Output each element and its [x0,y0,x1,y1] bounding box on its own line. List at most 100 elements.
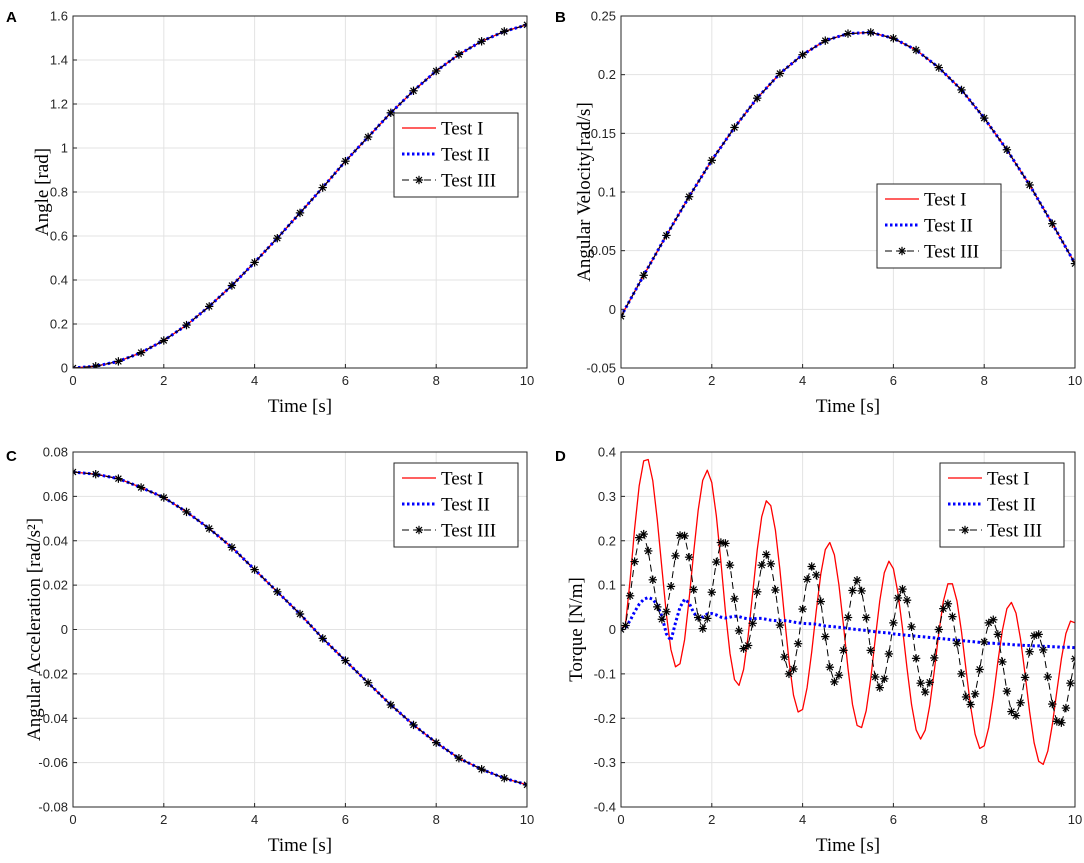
legend-marker [897,246,907,256]
star-stroke-d2 [478,37,485,45]
data-point [925,678,934,687]
star-stroke-d2 [387,701,395,709]
data-point [816,597,825,606]
star-stroke-d2 [840,646,847,654]
data-point [250,258,259,267]
chart-panel-c: 0 2 4 6 8 10 -0.08 -0.06 -0.04 -0.02 0 0.02 0.04 0.06… [6,445,534,857]
star-stroke-d2 [767,560,775,568]
data-point [689,585,698,594]
star-stroke-d2 [205,525,213,532]
star-stroke-d2 [821,37,829,45]
data-point [657,615,667,624]
star-stroke-d2 [867,29,875,36]
star-stroke-d2 [251,259,258,266]
star-stroke-d2 [826,663,834,671]
star-stroke-d2 [994,630,1002,638]
y-tick-label: 0.15 [591,126,616,141]
series-group [621,458,1075,766]
x-tick-label: 2 [708,373,715,388]
star-stroke-d2 [228,282,236,289]
data-point [948,612,957,621]
x-axis-label: Time [s] [268,396,332,417]
x-tick-label: 6 [342,812,349,827]
star-stroke-d2 [93,362,100,368]
data-point [852,576,862,585]
y-tick-label: -0.04 [38,711,68,726]
legend-box [393,462,519,548]
star-stroke-d2 [781,653,788,661]
data-point [666,582,676,591]
data-point [454,753,464,763]
y-tick-label: -0.02 [38,666,68,681]
data-point [861,613,871,622]
data-point [621,621,630,630]
data-point [793,639,803,648]
data-point [807,562,816,571]
star-stroke-d2 [342,157,349,165]
x-tick-label: 8 [433,373,440,388]
data-point [725,560,735,570]
data-point [625,591,635,600]
legend: Test I Test II Test III [393,112,519,198]
data-point [136,483,146,492]
y-tick-label: 0.2 [598,533,616,548]
star-stroke-d2 [803,575,811,583]
legend-box [939,462,1065,548]
legend-entry-test-ii: Test II [948,495,1036,516]
star-stroke-d2 [685,553,693,561]
data-point [205,302,214,311]
x-tick-label: 6 [342,373,349,388]
data-point [363,678,373,687]
data-point [1025,647,1034,656]
data-point [91,469,100,479]
data-point [871,672,880,682]
y-tick-label: 0.2 [50,317,68,332]
star-stroke-d2 [694,614,702,621]
data-point [821,36,830,45]
data-point [989,615,998,624]
panel-letter: A [6,9,17,26]
star-stroke-d2 [812,571,820,579]
y-tick-label: 0.4 [598,445,616,460]
y-tick-label: 0.06 [43,489,68,504]
star-stroke-d1 [1071,655,1075,660]
data-point [980,113,989,123]
data-point [707,588,716,597]
data-point [866,646,875,655]
star-stroke-d2 [631,558,639,565]
data-point [1025,180,1034,190]
star-stroke-d2 [958,670,965,678]
data-point [884,649,894,659]
legend-label: Test I [987,469,1029,490]
star-stroke-d2 [500,28,508,35]
data-point [1043,672,1052,682]
star-stroke-d2 [681,532,688,540]
star-stroke-d2 [758,561,766,569]
x-tick-label: 8 [981,812,988,827]
star-stroke-d2 [949,613,956,621]
star-stroke-d2 [183,508,190,516]
data-point [182,507,191,517]
star-stroke-d2 [644,547,652,555]
legend-marker [960,525,970,535]
star-stroke-d2 [844,30,852,37]
star-stroke-d2 [976,666,984,673]
star-stroke-d2 [731,595,738,603]
legend-marker [414,525,424,535]
x-tick-label: 4 [251,373,258,388]
star-stroke-d2 [790,665,797,673]
data-point [273,587,282,596]
star-stroke-d2 [415,526,423,534]
data-point [848,586,857,595]
data-point [634,533,644,542]
star-stroke-d2 [1035,630,1043,638]
star-stroke-d2 [744,642,752,649]
data-point [698,624,707,633]
legend-entry-test-iii: Test III [885,242,979,263]
data-point [1066,678,1075,688]
data-point [662,231,671,240]
star-stroke-d2 [921,688,929,696]
x-tick-label: 4 [799,812,806,827]
star-stroke-d2 [1003,146,1011,154]
